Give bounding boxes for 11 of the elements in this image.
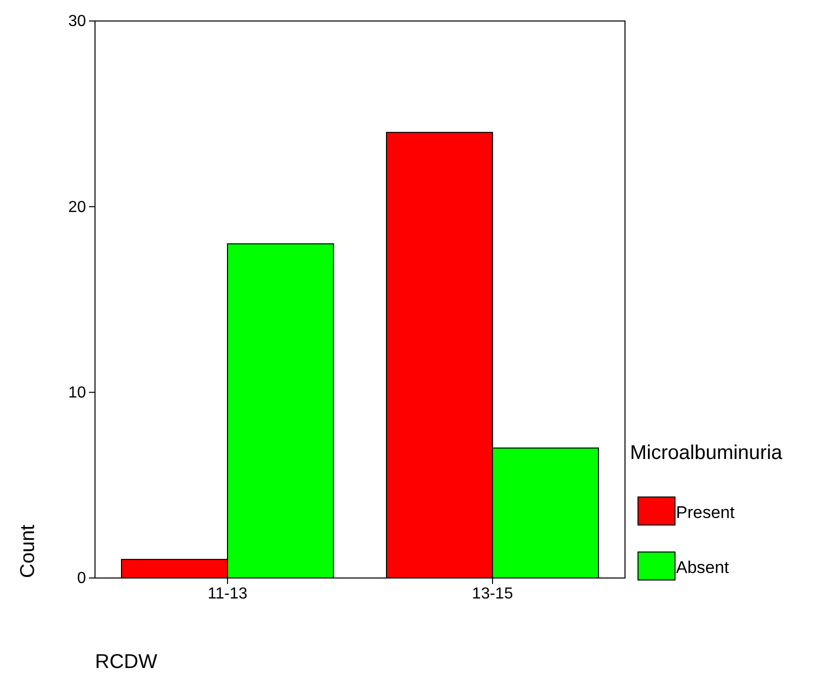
x-axis-title: RCDW — [95, 651, 158, 673]
y-axis-title: Count — [17, 524, 39, 578]
y-tick-label: 20 — [68, 198, 86, 216]
x-tick-label: 11-13 — [208, 585, 248, 602]
legend-title: Microalbuminuria — [630, 442, 784, 464]
y-tick-label: 0 — [77, 570, 86, 588]
y-tick-label: 30 — [68, 13, 86, 30]
legend-label: Absent — [676, 558, 730, 577]
x-tick-label: 13-15 — [472, 585, 514, 602]
y-tick-label: 10 — [68, 384, 86, 402]
legend-label: Present — [676, 503, 735, 522]
